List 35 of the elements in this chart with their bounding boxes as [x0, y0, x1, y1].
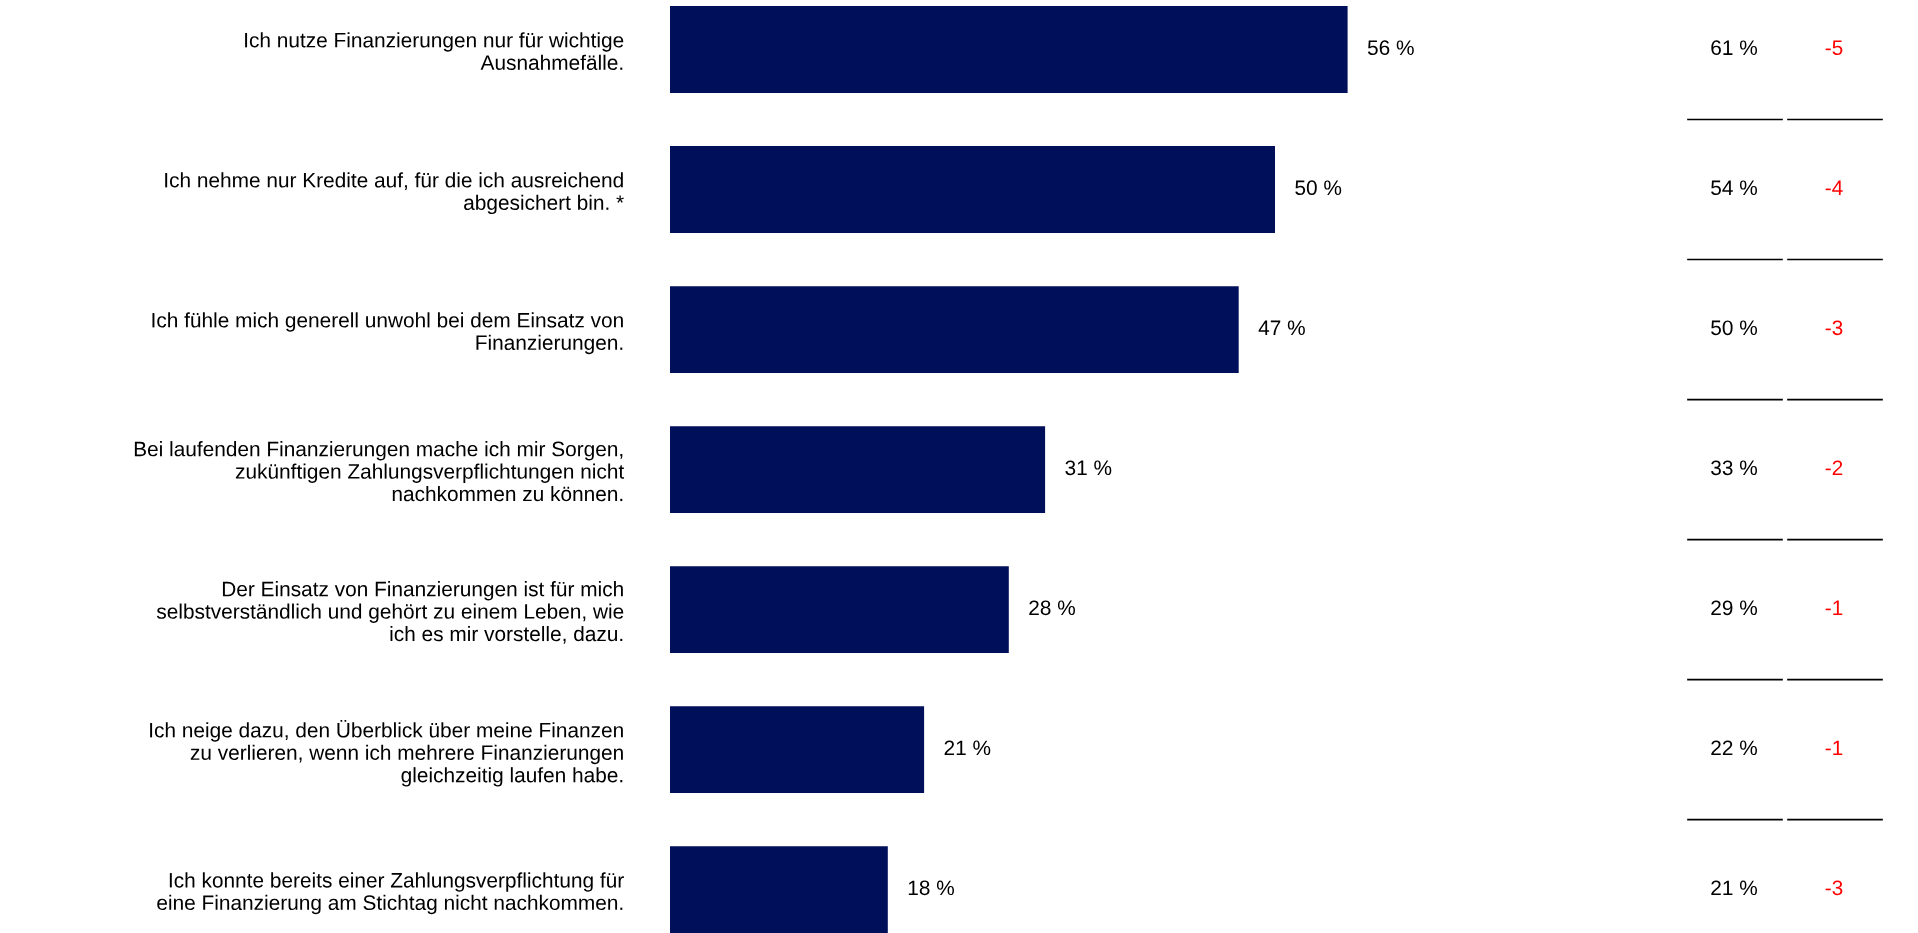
data-label: 21 %	[944, 740, 991, 756]
text: -1	[1825, 740, 1843, 755]
y-tick-label: Ich konnte bereits einer Zahlungsverpflichtung für eine Finanzierung am Stichtag nicht nachkommen.	[157, 872, 624, 915]
bar	[670, 6, 1348, 93]
bar	[670, 846, 888, 933]
bar	[670, 146, 1275, 233]
text: -3	[1825, 880, 1843, 896]
text: -2	[1825, 460, 1843, 475]
text: 61 %	[1711, 40, 1757, 56]
text: 29 %	[1711, 600, 1757, 616]
bar	[670, 426, 1046, 513]
data-label: 18 %	[908, 880, 954, 896]
data-label: 50 %	[1295, 180, 1342, 196]
text: -3	[1825, 320, 1843, 336]
data-label: 56 %	[1367, 40, 1414, 56]
text: 54 %	[1711, 180, 1757, 196]
y-tick-label: Der Einsatz von Finanzierungen ist für mich selbstverständlich und gehört zu einem Leben, wie ich es mir vorstelle, dazu.	[156, 581, 624, 644]
data-label: 28 %	[1029, 600, 1075, 616]
text: 50 %	[1711, 320, 1757, 336]
bar	[670, 286, 1239, 373]
y-tick-label: Ich fühle mich generell unwohl bei dem Einsatz von Finanzierungen.	[152, 312, 623, 355]
bar	[670, 566, 1009, 653]
y-tick-label: Ich neige dazu, den Überblick über meine Finanzen zu verlieren, wenn ich mehrere Finanzierungen gleichzeitig laufen habe.	[150, 719, 623, 787]
text: 21 %	[1711, 880, 1757, 896]
data-label: 31 %	[1065, 460, 1112, 476]
text: -5	[1825, 40, 1843, 56]
data-label: 47 %	[1258, 320, 1305, 336]
text: -4	[1825, 180, 1843, 195]
text: 22 %	[1711, 740, 1757, 756]
y-tick-label: Ich nehme nur Kredite auf, für die ich ausreichend abgesichert bin. *	[165, 172, 624, 215]
text: 33 %	[1711, 460, 1757, 476]
bar	[670, 706, 925, 793]
y-tick-label: Bei laufenden Finanzierungen mache ich mir Sorgen, zukünftigen Zahlungsverpflichtungen nicht nachkommen zu können.	[134, 441, 625, 502]
text: -1	[1825, 600, 1843, 615]
y-tick-label: Ich nutze Finanzierungen nur für wichtige Ausnahmefälle.	[245, 32, 624, 70]
